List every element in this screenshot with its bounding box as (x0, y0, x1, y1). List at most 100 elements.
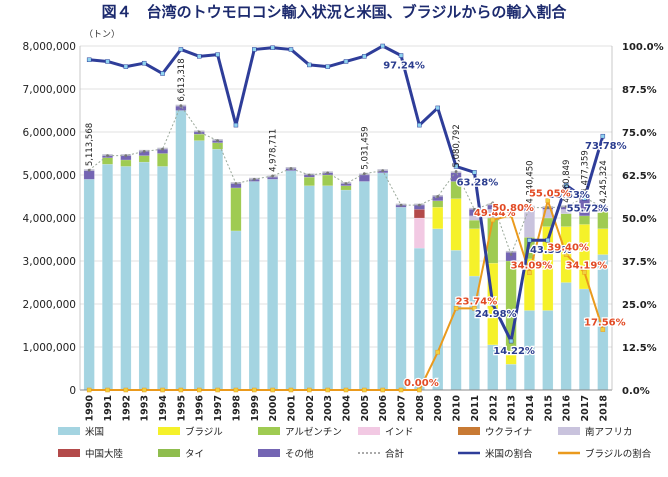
br-share-label: 49.44% (474, 208, 516, 219)
y-tick-label: 8,000,000 (23, 41, 76, 53)
br-share-point (196, 387, 202, 393)
bar-argentina (157, 153, 169, 167)
total-point (344, 182, 348, 186)
br-share-point (105, 387, 110, 393)
x-tick-label: 2010 (452, 395, 463, 422)
us-share-point (600, 133, 606, 139)
x-tick-label: 2018 (598, 395, 609, 422)
legend-label-india: インド (385, 427, 414, 438)
us-share-point (86, 57, 92, 63)
us-share-label: 63.28% (457, 177, 499, 188)
br-share-point (600, 327, 606, 332)
bar-us (212, 148, 224, 391)
br-share-point (490, 217, 496, 223)
x-tick-label: 2009 (433, 395, 444, 421)
total-value-label: 4,245,324 (599, 160, 609, 203)
x-tick-label: 1994 (158, 395, 169, 422)
us-share-point (270, 45, 275, 50)
total-point (454, 170, 458, 173)
legend-label-brazil: ブラジル (185, 426, 223, 438)
y-axis-unit-label: （トン） (84, 29, 120, 40)
br-share-label: 55.05% (529, 189, 571, 200)
total-point (417, 203, 421, 207)
br-share-point (527, 270, 532, 275)
br-share-point (86, 387, 92, 393)
bar-argentina (322, 174, 334, 186)
total-point (528, 206, 531, 210)
br-share-point (141, 387, 147, 393)
br-share-point (160, 387, 165, 393)
total-point (179, 104, 183, 108)
us-share-point (307, 62, 312, 68)
bar-us (450, 250, 462, 391)
y2-tick-label: 50.0% (622, 214, 657, 225)
us-share-label: 14.22% (493, 346, 535, 357)
x-tick-label: 2005 (360, 395, 371, 421)
bar-us (83, 179, 95, 391)
br-share-point (508, 212, 514, 218)
legend-swatch-brazil (158, 427, 180, 435)
us-share-point (582, 196, 587, 201)
y2-tick-label: 87.5% (622, 85, 657, 96)
us-share-point (288, 47, 294, 52)
total-value-label: 5,031,459 (360, 126, 370, 169)
us-share-point (105, 59, 110, 64)
us-share-point (545, 237, 551, 243)
us-share-label: 97.24% (383, 60, 425, 71)
chart-title: 図４ 台湾のトウモロコシ輸入状況と米国、ブラジルからの輸入割合 (102, 3, 568, 21)
us-share-point (123, 64, 129, 69)
br-share-point (563, 252, 569, 257)
legend-label-total: 合計 (385, 448, 405, 460)
x-tick-label: 2017 (580, 395, 591, 421)
total-point (124, 154, 128, 158)
us-share-point (398, 53, 404, 58)
x-tick-label: 1993 (140, 395, 151, 421)
legend-swatch-india (358, 427, 380, 435)
bar-argentina (193, 133, 205, 141)
bar-us (102, 164, 113, 391)
us-share-point (417, 122, 422, 128)
us-share-point (196, 54, 202, 59)
bar-argentina (230, 187, 242, 232)
br-share-point (472, 306, 477, 311)
us-share-point (380, 43, 385, 49)
bar-us (193, 140, 205, 391)
total-point (106, 154, 109, 158)
x-tick-label: 1997 (213, 395, 224, 421)
br-share-point (453, 306, 459, 311)
bar-us (560, 282, 572, 391)
us-share-point (527, 237, 532, 243)
us-share-point (325, 64, 330, 69)
bar-us (175, 110, 187, 391)
br-share-label: 50.80% (492, 203, 534, 214)
bar-brazil (468, 228, 480, 277)
bar-brazil (597, 228, 609, 255)
us-share-point (453, 164, 459, 169)
bars (83, 104, 609, 391)
us-share-point (472, 170, 477, 175)
total-value-label: 4,260,849 (562, 160, 572, 203)
total-point (216, 139, 219, 143)
bar-us (285, 170, 297, 391)
br-share-point (380, 387, 385, 393)
br-share-point (270, 387, 275, 393)
total-point (142, 149, 146, 153)
br-share-label: 39.40% (547, 242, 589, 253)
bar-argentina (560, 213, 572, 227)
br-share-point (123, 387, 129, 393)
y2-tick-label: 75.0% (622, 128, 657, 139)
y-tick-label: 5,000,000 (23, 170, 76, 182)
us-share-point (362, 54, 367, 59)
x-tick-label: 1992 (121, 395, 132, 421)
us-share-label: 59.53% (548, 190, 590, 201)
legend-swatch-thai (158, 449, 180, 457)
y2-tick-label: 37.5% (622, 257, 657, 268)
legend-label-usshare: 米国の割合 (485, 448, 533, 460)
us-share-point (490, 301, 496, 307)
x-tick-label: 2003 (323, 395, 334, 421)
y2-tick-label: 12.5% (622, 343, 657, 354)
x-tick-label: 1991 (103, 395, 114, 421)
bar-brazil (432, 207, 444, 229)
us-share-point (508, 338, 514, 344)
